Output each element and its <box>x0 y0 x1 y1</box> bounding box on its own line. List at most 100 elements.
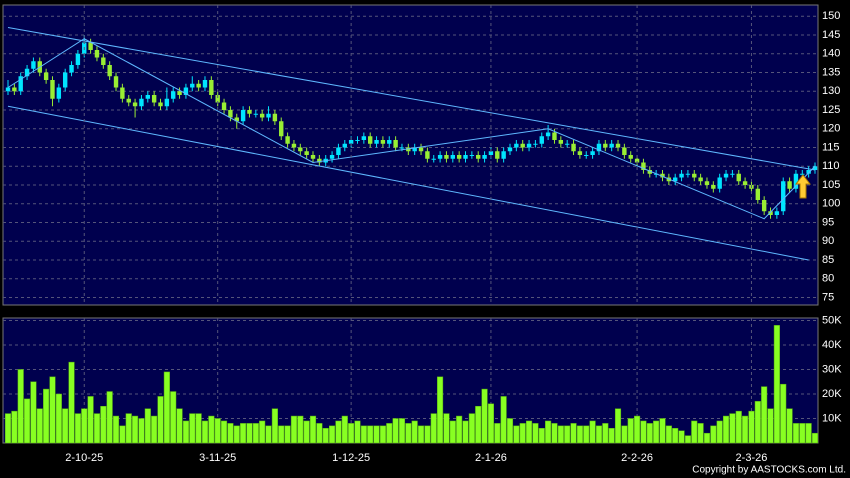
candle-body <box>482 155 487 159</box>
trend-line <box>7 105 809 261</box>
candle-body <box>209 80 214 95</box>
candle-body <box>596 143 602 152</box>
volume-bar <box>545 420 552 444</box>
volume-bar <box>621 425 628 444</box>
candle-body <box>75 53 81 65</box>
volume-bar <box>259 420 266 444</box>
volume-bar <box>614 408 622 444</box>
candle-body <box>177 91 182 95</box>
candle-body <box>113 76 119 88</box>
y-tick-label: 20K <box>822 388 842 400</box>
volume-bar <box>316 423 323 444</box>
volume-bar <box>24 398 31 444</box>
trend-line <box>7 38 816 220</box>
volume-bar <box>354 420 361 444</box>
volume-bar <box>557 425 564 444</box>
volume-bar <box>538 428 545 444</box>
candle-body <box>158 102 163 107</box>
candle-body <box>171 91 176 99</box>
candle-body <box>800 173 805 175</box>
y-tick-label: 100 <box>822 198 840 210</box>
volume-bar <box>87 396 94 444</box>
volume-bar <box>170 391 177 444</box>
candle-body <box>151 95 157 103</box>
volume-bar <box>742 415 749 444</box>
volume-bar <box>182 420 189 444</box>
y-tick-label: 80 <box>822 273 834 285</box>
volume-bar <box>195 413 202 444</box>
candle-body <box>393 140 398 148</box>
y-tick-label: 140 <box>822 48 840 60</box>
candle-body <box>183 87 189 95</box>
y-tick-label: 125 <box>822 104 840 116</box>
candle-body <box>259 113 265 118</box>
candle-body <box>329 155 335 159</box>
volume-bar <box>494 423 501 444</box>
volume-bar <box>112 415 120 444</box>
y-tick-label: 105 <box>822 179 840 191</box>
volume-bar <box>811 432 819 444</box>
candle-body <box>285 136 290 144</box>
volume-bar <box>411 420 418 444</box>
volume-bar <box>201 420 209 444</box>
candle-body <box>304 151 309 155</box>
candle-body <box>228 110 233 118</box>
volume-bar <box>43 388 50 444</box>
volume-bar <box>157 396 164 444</box>
candle-body <box>469 155 475 156</box>
candle-body <box>387 140 392 144</box>
y-tick-label: 85 <box>822 254 834 266</box>
volume-bar <box>233 425 240 444</box>
volume-bar <box>665 425 672 444</box>
volume-bar <box>252 423 259 444</box>
candle-body <box>43 72 49 80</box>
candle-body <box>221 102 227 110</box>
volume-bar <box>360 425 367 444</box>
volume-bar <box>227 423 234 444</box>
volume-bar <box>284 425 291 444</box>
volume-bar <box>583 425 590 444</box>
volume-bar <box>570 423 577 444</box>
volume-bar <box>722 415 730 444</box>
candle-body <box>291 143 297 148</box>
volume-bar <box>138 418 145 444</box>
candle-body <box>342 143 347 148</box>
candle-body <box>24 68 30 77</box>
volume-bar <box>93 413 101 444</box>
candle-body <box>476 155 481 159</box>
candle-body <box>336 147 341 155</box>
candle-body <box>495 151 500 159</box>
volume-bar <box>716 420 723 444</box>
volume-bar <box>646 423 653 444</box>
candle-body <box>526 143 532 148</box>
candle-body <box>164 98 170 107</box>
candle-body <box>317 158 322 163</box>
candle-body <box>399 147 405 149</box>
volume-bar <box>564 425 571 444</box>
candle-body <box>450 155 456 159</box>
volume-bar <box>456 415 463 444</box>
candle-body <box>552 132 557 140</box>
volume-bar <box>417 425 425 444</box>
candle-body <box>787 181 792 189</box>
candle-body <box>647 170 652 174</box>
candle-body <box>679 173 684 178</box>
trend-line <box>7 27 816 171</box>
candle-body <box>704 181 710 185</box>
volume-bar <box>81 408 88 444</box>
y-tick-label: 110 <box>822 160 840 172</box>
candle-body <box>418 147 424 152</box>
volume-bar <box>379 425 386 444</box>
volume-bar <box>11 410 18 444</box>
candle-body <box>348 140 354 144</box>
candle-body <box>603 143 608 148</box>
volume-bar <box>106 391 113 444</box>
candle-body <box>12 87 17 92</box>
signal-arrow <box>794 174 812 199</box>
candle-body <box>310 155 316 159</box>
candle-body <box>673 177 678 182</box>
volume-bar <box>519 423 526 444</box>
y-tick-label: 75 <box>822 291 834 303</box>
